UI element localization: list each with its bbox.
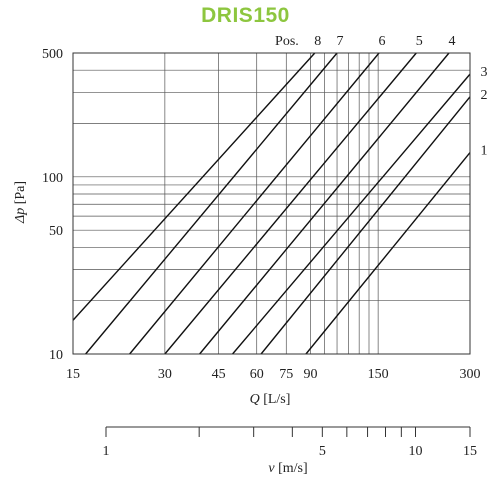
x-axis-label: Q [L/s]	[250, 392, 291, 407]
x-tick-label: 90	[303, 367, 317, 382]
plot-frame	[72, 52, 471, 355]
velocity-tick-label: 15	[463, 444, 477, 459]
series-label-pos-6: 6	[379, 34, 386, 49]
tick-labels: 15 30 45 60 75 90 150 300 10 50 100 500	[42, 47, 481, 382]
y-axis-label: Δp [Pa]	[13, 181, 28, 224]
series-line-pos-1	[305, 152, 471, 355]
series-line-pos-6	[129, 52, 380, 355]
chart-title: DRIS150	[201, 4, 290, 27]
y-tick-label: 500	[42, 47, 63, 62]
x-tick-label: 15	[66, 367, 80, 382]
x-tick-label: 60	[250, 367, 264, 382]
velocity-tick-label: 1	[103, 444, 110, 459]
series-line-pos-4	[199, 52, 450, 355]
series-label-pos-8: 8	[314, 34, 321, 49]
series-line-pos-5	[164, 52, 417, 355]
velocity-tick-label: 5	[319, 444, 326, 459]
series-label-prefix: Pos.	[275, 34, 299, 49]
velocity-axis: 1 5 10 15	[103, 426, 477, 459]
x-tick-label: 45	[212, 367, 226, 382]
x-tick-label: 150	[368, 367, 389, 382]
series-label-pos-2: 2	[481, 88, 488, 103]
y-tick-label: 10	[49, 348, 63, 363]
series-label-pos-3: 3	[481, 65, 488, 80]
y-tick-label: 100	[42, 171, 63, 186]
series-line-pos-2	[260, 96, 471, 355]
y-tick-label: 50	[49, 224, 63, 239]
series-line-pos-8	[72, 52, 316, 321]
series-label-pos-7: 7	[337, 34, 344, 49]
x-tick-label: 300	[460, 367, 481, 382]
velocity-axis-label: v [m/s]	[268, 461, 307, 476]
x-tick-label: 75	[279, 367, 293, 382]
series-label-pos-5: 5	[416, 34, 423, 49]
velocity-tick-label: 10	[408, 444, 422, 459]
series-line-pos-7	[85, 52, 338, 355]
series-label-pos-1: 1	[481, 144, 488, 159]
series-line-pos-3	[232, 73, 471, 355]
series-label-pos-4: 4	[448, 34, 455, 49]
series-lines	[72, 52, 471, 355]
series-labels: 8 7 6 5 4 3 2 1 Pos.	[275, 34, 487, 159]
x-tick-label: 30	[158, 367, 172, 382]
